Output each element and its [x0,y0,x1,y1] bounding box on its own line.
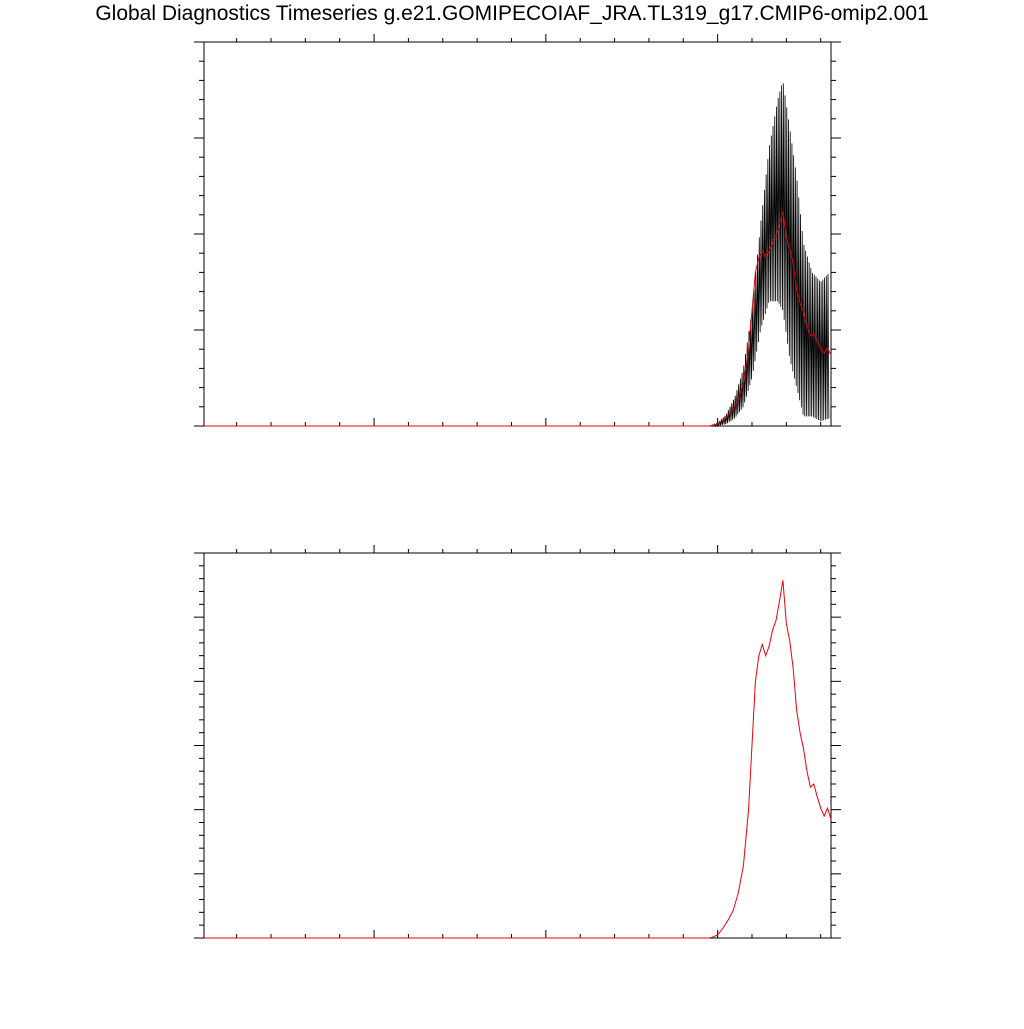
figure-title: Global Diagnostics Timeseries g.e21.GOMI… [95,2,929,25]
bottom-panel [194,545,841,939]
plot-frame [203,552,832,939]
plot-frame [203,41,832,427]
x-ticks [236,545,822,938]
y-ticks [194,41,841,427]
monthly-oscillation-series [204,83,830,428]
top-panel [194,34,841,428]
annual-mean-line [204,580,832,939]
monthly-oscillation-line [204,83,830,428]
x-ticks [236,34,822,426]
y-ticks [194,552,841,939]
annual-mean-line [204,211,832,427]
